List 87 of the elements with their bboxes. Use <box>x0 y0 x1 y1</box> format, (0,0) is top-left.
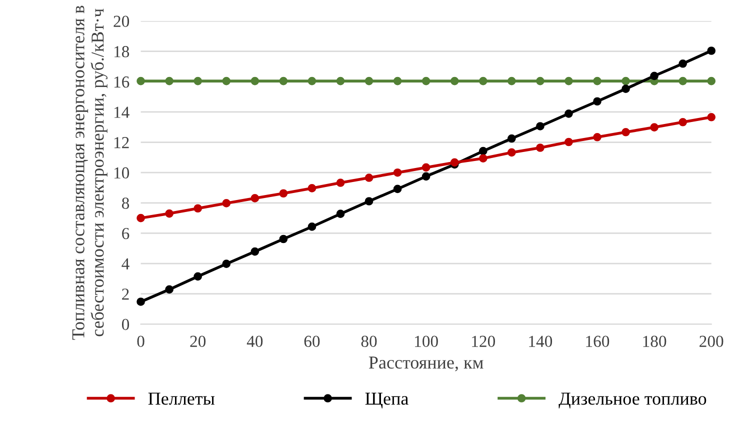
y-axis-title: Топливная составляющая энергоносителя в себестоимости электроэнергии, руб./кВт·ч <box>72 6 108 340</box>
point <box>336 76 345 86</box>
point <box>507 148 516 157</box>
point <box>564 109 573 118</box>
point <box>136 76 145 86</box>
point <box>250 247 260 256</box>
point <box>194 204 202 213</box>
point <box>507 134 516 143</box>
point <box>222 199 231 208</box>
point <box>393 76 402 86</box>
point <box>707 76 716 86</box>
point <box>536 144 544 152</box>
x-tick-label: 20 <box>190 336 206 348</box>
point <box>593 97 602 106</box>
point <box>279 234 288 244</box>
point <box>336 210 345 218</box>
point <box>250 76 260 86</box>
x-tick-label: 100 <box>415 336 438 348</box>
point <box>507 76 516 86</box>
y-tick-label: 10 <box>114 167 130 179</box>
x-tick-label: 120 <box>472 336 495 348</box>
y-tick-label: 18 <box>114 46 130 58</box>
point <box>279 189 288 198</box>
x-tick-label: 180 <box>643 336 666 348</box>
legend-label: Пеллеты <box>148 392 215 405</box>
point <box>364 197 374 206</box>
point <box>422 172 430 181</box>
x-tick-label: 200 <box>700 336 724 348</box>
y-tick-label: 0 <box>122 318 130 330</box>
x-tick-label: 40 <box>246 336 263 348</box>
point <box>650 72 658 80</box>
legend-label: Дизельное топливо <box>558 392 706 408</box>
point <box>194 272 202 281</box>
y-tick-label: 4 <box>122 258 130 270</box>
point <box>279 76 288 86</box>
y-tick-label: 6 <box>122 228 130 240</box>
point <box>450 76 459 86</box>
point <box>336 178 345 187</box>
point <box>707 112 716 122</box>
point <box>393 184 402 194</box>
point <box>308 76 316 86</box>
point <box>250 194 260 202</box>
point <box>364 76 374 86</box>
point <box>222 260 231 268</box>
point <box>136 298 145 306</box>
x-tick-label: 60 <box>304 336 320 348</box>
point <box>622 84 630 93</box>
point <box>593 132 602 142</box>
point <box>165 209 174 218</box>
y-tick-label: 12 <box>114 137 129 148</box>
point <box>678 59 687 68</box>
point <box>478 154 488 163</box>
point <box>478 76 488 86</box>
point <box>165 76 174 86</box>
x-axis-title: Расстояние, км <box>368 356 484 372</box>
point <box>222 76 231 86</box>
y-tick-label: 20 <box>114 16 130 27</box>
point <box>593 76 602 86</box>
point <box>536 76 544 86</box>
y-tick-label: 14 <box>114 106 130 118</box>
point <box>422 76 430 86</box>
point <box>564 76 573 86</box>
point <box>136 214 145 222</box>
x-tick-label: 0 <box>137 336 144 348</box>
point <box>194 76 202 86</box>
point <box>364 174 374 182</box>
point <box>622 128 630 136</box>
point <box>393 168 402 177</box>
point <box>422 163 430 172</box>
y-tick-label: 8 <box>122 198 130 209</box>
y-tick-label: 2 <box>122 288 129 300</box>
legend-label: Щепа <box>365 392 408 408</box>
point <box>678 118 687 126</box>
x-tick-label: 80 <box>361 336 377 348</box>
point <box>308 184 316 192</box>
y-tick-label: 16 <box>114 76 130 88</box>
point <box>707 46 716 55</box>
point <box>622 76 630 86</box>
point <box>678 76 687 86</box>
point <box>650 123 658 132</box>
point <box>308 222 316 231</box>
point <box>478 146 488 156</box>
point <box>165 285 174 294</box>
x-tick-label: 140 <box>529 336 552 348</box>
point <box>536 122 544 130</box>
x-tick-label: 160 <box>586 336 610 348</box>
point <box>564 138 573 146</box>
